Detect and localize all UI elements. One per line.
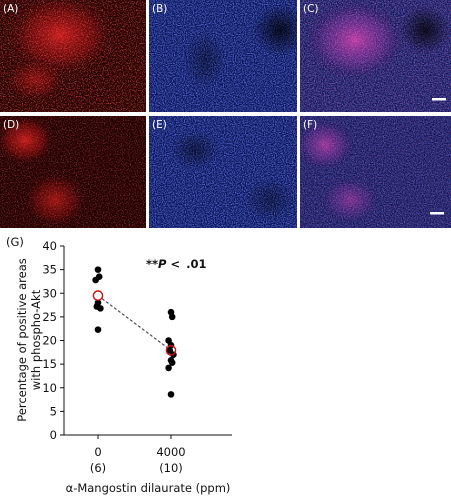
x-group-size-label: (10) xyxy=(159,461,183,475)
y-tick-label: 25 xyxy=(42,310,57,324)
panel-label-e: (E) xyxy=(152,119,167,131)
significance-stars: ** xyxy=(146,257,158,271)
y-axis-title-line-1: Percentage of positive areas xyxy=(15,258,29,422)
y-tick-label: 10 xyxy=(42,381,57,395)
data-point xyxy=(168,359,176,367)
data-point xyxy=(92,276,99,284)
data-point xyxy=(94,326,102,333)
graph-label-g: (G) xyxy=(6,235,24,249)
mean-connector-line xyxy=(97,295,172,351)
y-tick-label: 20 xyxy=(42,334,57,348)
scale-bar xyxy=(430,212,444,215)
significance-value: .01 xyxy=(186,257,206,271)
x-group-size-label: (6) xyxy=(90,461,106,475)
y-tick-label: 5 xyxy=(50,404,57,418)
significance-label: **P < .01 xyxy=(146,257,206,271)
mean-marker xyxy=(92,290,104,301)
scatter-chart: 0 5 10 15 20 25 30 35 40 0 (6) 4000 (10) Percentage… xyxy=(15,239,232,495)
y-tick-label: 15 xyxy=(42,357,57,371)
x-axis-title: α-Mangostin dilaurate (ppm) xyxy=(66,481,231,495)
x-tick-label: 4000 xyxy=(156,445,185,459)
y-tick-label: 0 xyxy=(50,428,57,442)
panel-label-a: (A) xyxy=(3,3,18,15)
micrograph-panel-f xyxy=(300,116,451,228)
data-point xyxy=(167,391,175,398)
significance-p-symbol: P xyxy=(158,257,167,271)
significance-relation: < xyxy=(170,257,180,271)
data-point xyxy=(165,364,172,372)
mean-marker xyxy=(165,345,177,356)
y-tick-label: 35 xyxy=(42,263,57,277)
panel-label-b: (B) xyxy=(152,3,167,15)
y-axis-title-line-2: with phospho-Akt xyxy=(29,289,43,390)
panel-label-f: (F) xyxy=(303,119,317,131)
y-ticks: 0 5 10 15 20 25 30 35 40 xyxy=(42,239,64,442)
y-tick-label: 30 xyxy=(42,286,57,300)
micrograph-panel-d xyxy=(0,116,146,228)
micrograph-panel-b xyxy=(149,0,297,112)
y-axis-title: Percentage of positive areas with phosph… xyxy=(15,258,43,422)
chart-marks xyxy=(92,266,177,398)
panel-label-c: (C) xyxy=(303,3,319,15)
micrograph-panel-e xyxy=(149,116,297,228)
data-point xyxy=(168,313,176,321)
micrograph-panel-c xyxy=(300,0,451,112)
panel-label-d: (D) xyxy=(3,119,19,131)
data-point xyxy=(97,305,104,312)
micrograph-panel-a xyxy=(0,0,146,112)
x-tick-label: 0 xyxy=(94,445,101,459)
scale-bar xyxy=(432,98,446,101)
x-ticks: 0 (6) 4000 (10) xyxy=(90,435,186,475)
y-tick-label: 40 xyxy=(42,239,57,253)
data-point xyxy=(94,266,102,273)
